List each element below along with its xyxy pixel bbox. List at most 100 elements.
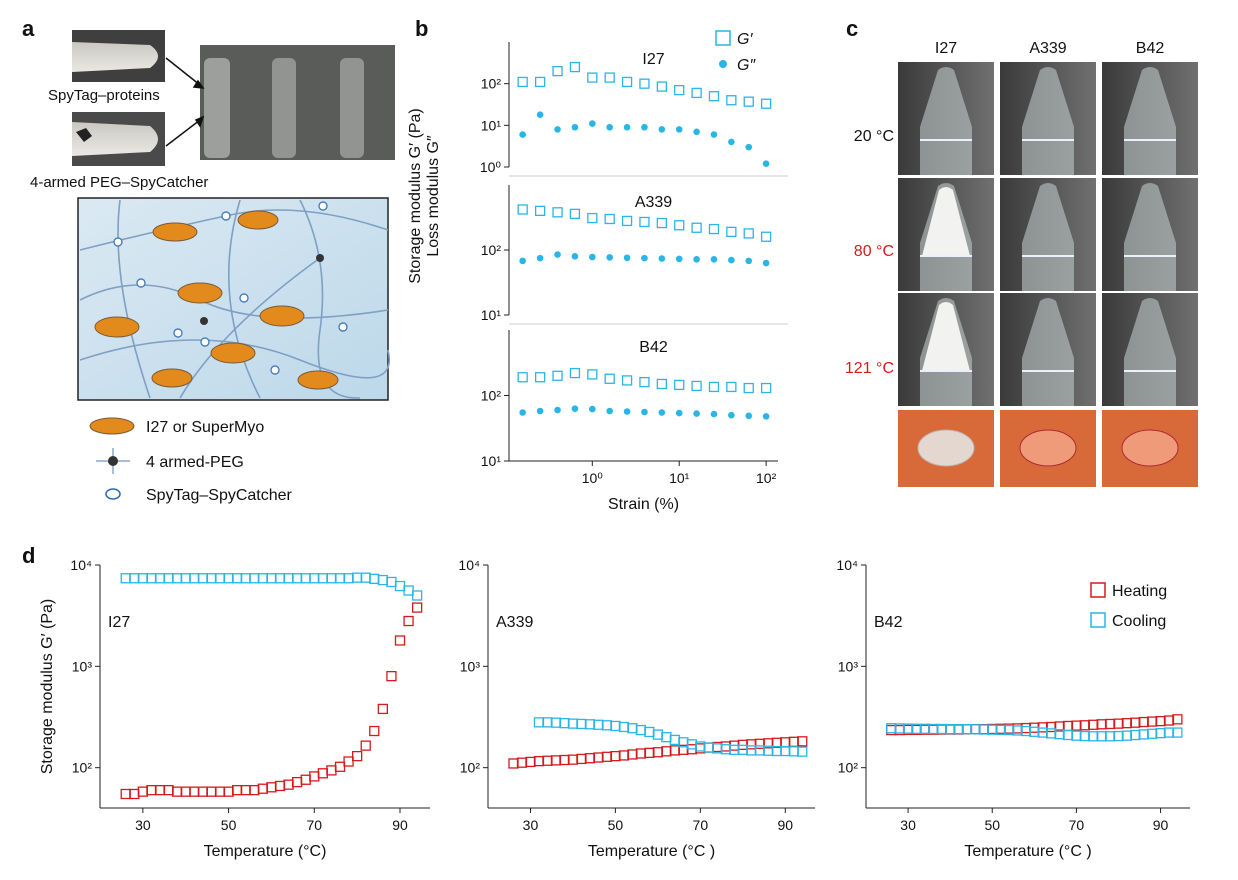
- point: [621, 76, 633, 88]
- legend-marker: [1090, 612, 1106, 628]
- point: [516, 757, 528, 768]
- point: [627, 749, 638, 760]
- point: [1037, 727, 1048, 738]
- legend-marker: [715, 30, 731, 46]
- y-tick-label: 10⁰: [480, 159, 502, 175]
- point: [674, 84, 685, 96]
- point: [317, 768, 329, 779]
- point: [1012, 723, 1023, 734]
- chart-title: A339: [635, 194, 672, 211]
- point: [525, 756, 536, 768]
- point: [394, 580, 406, 592]
- point: [618, 750, 630, 761]
- point: [536, 111, 544, 118]
- point: [593, 719, 604, 730]
- x-tick-label: 50: [984, 817, 1000, 833]
- point: [231, 573, 243, 584]
- point: [552, 370, 563, 381]
- legend-marker: [1090, 582, 1106, 598]
- point: [669, 745, 681, 756]
- point: [1045, 721, 1057, 733]
- y-tick-label: 10²: [481, 242, 502, 258]
- point: [762, 160, 770, 168]
- point: [240, 573, 251, 584]
- row-label: 80 °C: [854, 243, 894, 260]
- legend-protein-icon: [89, 417, 135, 435]
- photo-tubes: [200, 45, 395, 160]
- point: [343, 756, 354, 767]
- point: [644, 747, 655, 759]
- point: [508, 758, 519, 769]
- y-tick-label: 10³: [72, 658, 93, 674]
- point: [1062, 720, 1074, 732]
- x-axis-label: Temperature (°C ): [588, 843, 715, 860]
- point: [726, 226, 737, 238]
- point: [519, 257, 526, 265]
- point: [534, 205, 546, 217]
- panel-label: d: [22, 543, 35, 568]
- point: [708, 381, 720, 393]
- x-tick-label: 50: [221, 817, 237, 833]
- point: [1155, 715, 1166, 727]
- point: [351, 750, 363, 762]
- point: [1130, 729, 1141, 741]
- point: [240, 785, 251, 796]
- point: [1079, 720, 1090, 731]
- point: [627, 723, 638, 734]
- point: [1138, 716, 1149, 728]
- point: [369, 725, 380, 737]
- point: [728, 256, 735, 264]
- point: [274, 573, 286, 584]
- point: [760, 98, 772, 109]
- chart-title: I27: [108, 614, 130, 631]
- point: [163, 785, 174, 796]
- chart-title: I27: [642, 51, 664, 68]
- point: [334, 573, 346, 584]
- point: [652, 747, 664, 758]
- tube: [1022, 183, 1074, 291]
- point: [197, 786, 209, 797]
- point: [180, 573, 191, 584]
- gel-piece: [1019, 429, 1077, 467]
- point: [300, 774, 311, 785]
- point: [656, 378, 667, 390]
- y-tick-label: 10³: [460, 658, 481, 674]
- point: [300, 573, 311, 584]
- y-tick-label: 10⁴: [70, 557, 92, 573]
- column-label: A339: [1029, 40, 1066, 57]
- point: [120, 573, 131, 584]
- point: [587, 212, 598, 224]
- point: [1121, 730, 1133, 741]
- point: [635, 724, 647, 736]
- point: [206, 573, 217, 584]
- y-tick-label: 10²: [481, 388, 502, 404]
- point: [641, 254, 648, 262]
- point: [584, 753, 596, 764]
- point: [674, 220, 685, 231]
- point: [970, 724, 981, 735]
- x-tick-label: 30: [900, 817, 916, 833]
- point: [146, 573, 157, 584]
- point: [536, 254, 544, 262]
- point: [708, 223, 720, 235]
- photo-caption: SpyTag–proteins: [48, 87, 160, 104]
- point: [760, 382, 772, 394]
- point: [317, 573, 329, 584]
- point: [754, 745, 765, 756]
- point: [604, 72, 615, 83]
- point: [571, 405, 579, 412]
- x-axis-label: Temperature (°C): [204, 843, 327, 860]
- point: [1088, 731, 1099, 742]
- point: [691, 87, 702, 99]
- legend-marker: [719, 60, 727, 68]
- point: [623, 408, 631, 415]
- point: [743, 96, 754, 107]
- point: [517, 204, 528, 215]
- point: [1113, 730, 1124, 742]
- point: [360, 740, 371, 751]
- point: [953, 724, 964, 735]
- point: [760, 231, 772, 242]
- x-tick-label: 70: [306, 817, 322, 833]
- point: [189, 786, 200, 797]
